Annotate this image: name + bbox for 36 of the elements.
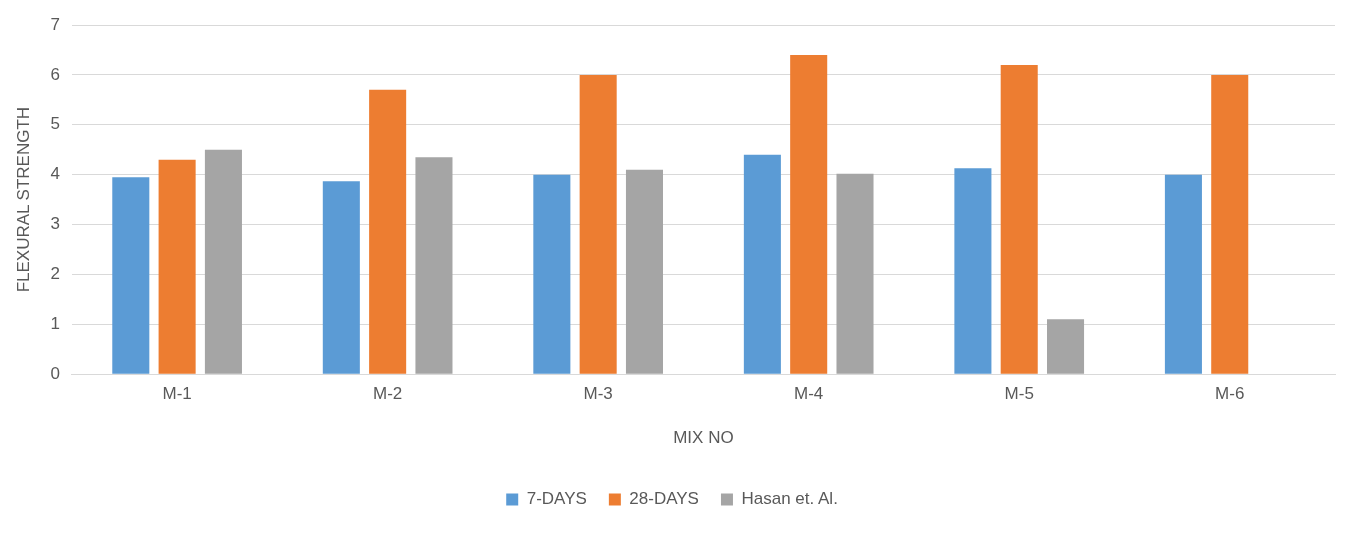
bar <box>1211 74 1249 374</box>
bar <box>790 54 828 374</box>
y-tick-label: 5 <box>50 114 60 134</box>
bar <box>1000 64 1038 374</box>
y-axis-title: FLEXURAL STRENGTH <box>13 106 33 293</box>
x-tick-label: M-1 <box>162 384 192 404</box>
bar <box>204 149 242 374</box>
bar <box>322 181 360 374</box>
x-tick-label: M-2 <box>373 384 403 404</box>
bar <box>158 159 196 374</box>
x-tick-label: M-5 <box>1004 384 1034 404</box>
legend-label: Hasan et. Al. <box>741 489 838 509</box>
bar <box>369 89 407 374</box>
bar <box>415 157 453 374</box>
x-axis-title: MIX NO <box>673 428 734 448</box>
bar <box>579 74 617 374</box>
y-tick-label: 4 <box>50 164 60 184</box>
x-tick-label: M-4 <box>794 384 824 404</box>
bar <box>1047 319 1085 374</box>
x-tick-label: M-6 <box>1215 384 1245 404</box>
bar <box>743 154 781 374</box>
y-tick-label: 1 <box>50 314 60 333</box>
bar <box>954 168 992 374</box>
y-tick-label: 0 <box>50 363 60 383</box>
y-tick-label: 6 <box>50 64 60 84</box>
bar <box>533 174 571 374</box>
legend-label: 7-DAYS <box>526 489 587 509</box>
x-tick-label: M-3 <box>583 384 613 404</box>
y-tick-label: 2 <box>50 264 60 284</box>
bar <box>625 169 664 374</box>
bar <box>836 173 874 374</box>
y-tick-label: 7 <box>50 14 60 34</box>
bar <box>1164 174 1202 374</box>
bar <box>112 177 150 374</box>
legend-label: 28-DAYS <box>629 489 699 509</box>
y-tick-label: 3 <box>50 214 60 234</box>
